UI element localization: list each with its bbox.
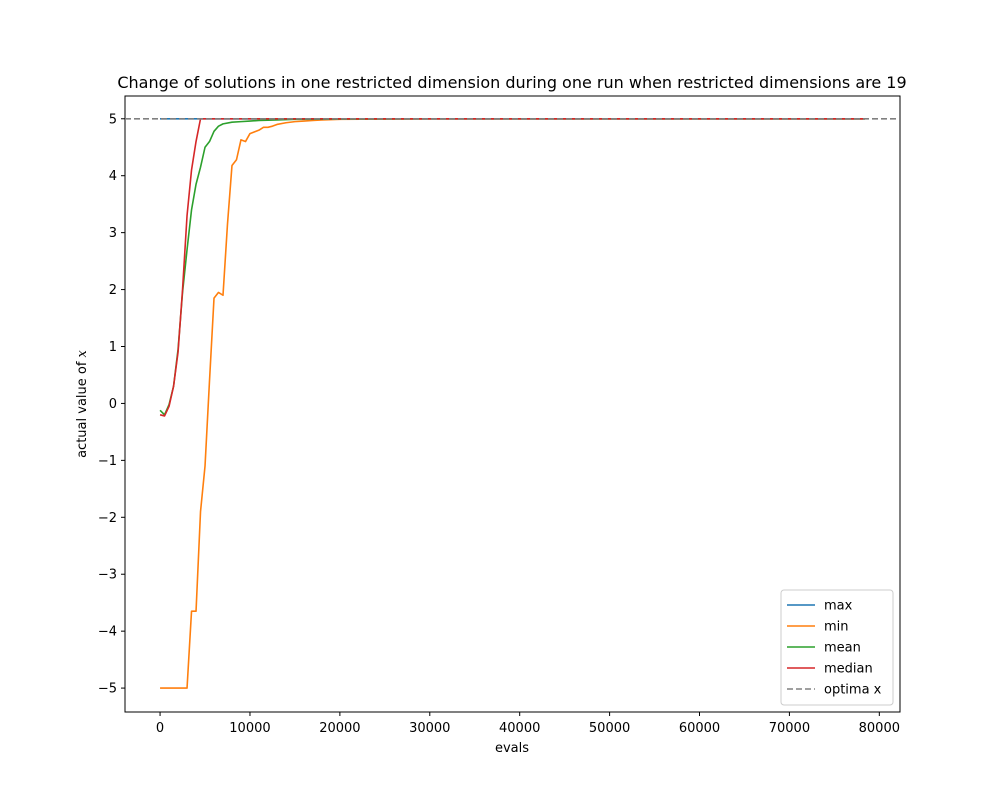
y-tick-label: 3 [109,226,117,241]
legend: max min mean median optima x [780,589,894,706]
y-tick-label: 4 [109,169,117,184]
legend-label: optima x [824,683,882,698]
x-tick-label: 70000 [769,721,810,736]
chart-title: Change of solutions in one restricted di… [117,73,906,92]
y-tick-label: −4 [98,625,117,640]
x-tick-label: 10000 [229,721,270,736]
x-tick-label: 40000 [499,721,540,736]
plot-frame [124,95,901,713]
x-tick-label: 20000 [319,721,360,736]
y-tick-label: 2 [109,283,117,298]
y-axis: −5 −4 −3 −2 −1 0 1 2 3 4 5 [98,112,125,697]
legend-label: mean [824,641,861,656]
x-tick-label: 60000 [679,721,720,736]
x-tick-label: 30000 [409,721,450,736]
y-tick-label: 1 [109,340,117,355]
legend-label: median [824,662,873,677]
x-axis-label: evals [495,741,529,756]
x-tick-label: 50000 [589,721,630,736]
y-tick-label: −3 [98,568,117,583]
y-tick-label: 0 [109,397,117,412]
legend-label: min [824,620,849,635]
y-tick-label: −2 [98,511,117,526]
x-tick-label: 0 [156,721,164,736]
legend-box [780,589,894,706]
y-tick-label: −1 [98,454,117,469]
y-axis-label: actual value of x [75,349,90,457]
legend-label: max [824,599,853,614]
x-tick-label: 80000 [859,721,900,736]
y-tick-label: −5 [98,682,117,697]
x-axis: 0 10000 20000 30000 40000 50000 60000 70000 8000… [156,712,900,736]
y-tick-label: 5 [109,112,117,127]
